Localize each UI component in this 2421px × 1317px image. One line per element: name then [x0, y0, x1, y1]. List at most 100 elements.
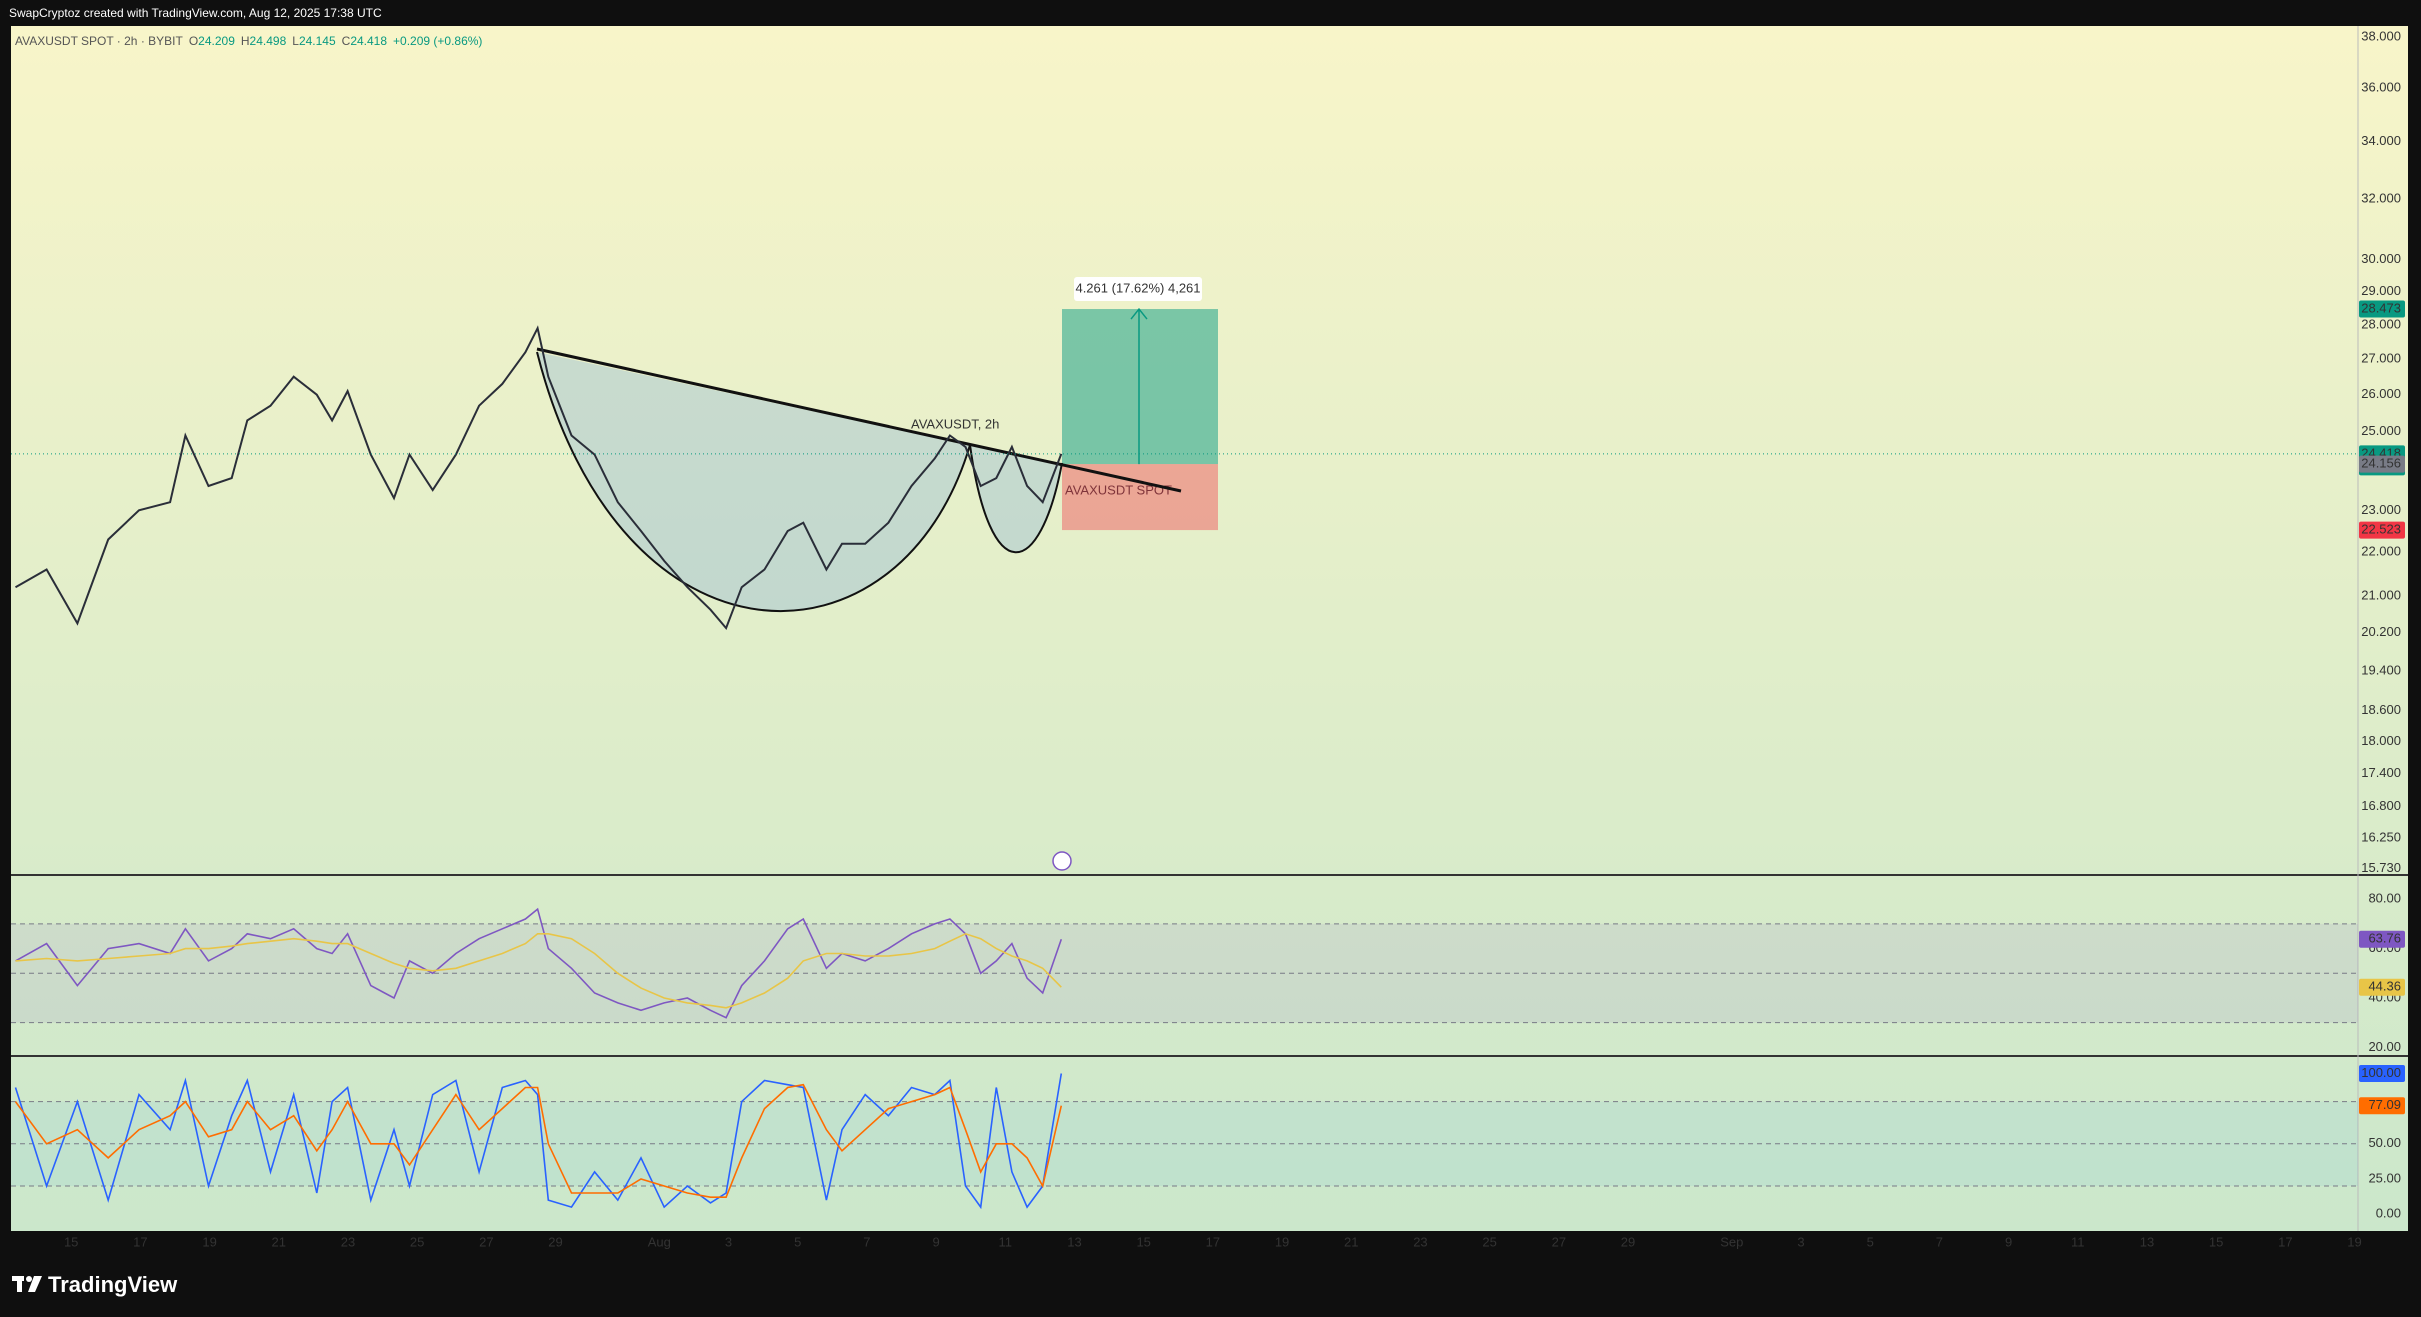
x-tick-label: 5	[1867, 1234, 1874, 1249]
ohlc: L24.145	[292, 34, 335, 48]
last-value: 100.00	[2361, 1065, 2401, 1080]
last-value-box	[2359, 930, 2405, 948]
watermark: AVAXUSDT, 2h	[911, 416, 999, 431]
y-tick-label: 23.000	[2361, 502, 2401, 517]
x-tick-label: 3	[1797, 1234, 1804, 1249]
last-value-box	[2359, 1097, 2405, 1115]
y-tick-label: 29.000	[2361, 283, 2401, 298]
y-tick-label: 25.000	[2361, 423, 2401, 438]
ohlc-label: C	[341, 34, 351, 48]
x-tick-label: 9	[2005, 1234, 2012, 1249]
series-line	[14, 1083, 1063, 1198]
y-tick-label: 26.000	[2361, 386, 2401, 401]
ohlc-label: H	[240, 34, 250, 48]
y-tick-label: 30.000	[2361, 251, 2401, 266]
y-tick-label: 19.400	[2361, 662, 2401, 677]
y-tick-label: 18.000	[2361, 733, 2401, 748]
y-tick-label: 21.000	[2361, 588, 2401, 603]
x-tick-label: 11	[2071, 1234, 2085, 1249]
x-tick-label: 5	[794, 1234, 801, 1249]
x-tick-label: Sep	[1720, 1234, 1743, 1249]
y-tick-label: 27.000	[2361, 351, 2401, 366]
y-tick-label: 16.250	[2361, 829, 2401, 844]
x-tick-label: 11	[999, 1234, 1013, 1249]
y-tick-label: 25.00	[2368, 1170, 2401, 1185]
series-line	[15, 932, 1062, 1009]
x-tick-label: 15	[2209, 1234, 2223, 1249]
ohlc-value: 24.498	[249, 34, 287, 48]
price-label: 28.473	[2361, 300, 2401, 315]
y-tick-label: 28.000	[2361, 316, 2401, 331]
y-tick-label: 80.00	[2368, 891, 2401, 906]
y-tick-label: 22.000	[2361, 544, 2401, 559]
ohlc: C24.418	[342, 34, 387, 48]
x-tick-label: 21	[1344, 1234, 1358, 1249]
last-value-box	[2359, 978, 2405, 996]
credit: SwapCryptoz created with TradingView.com…	[9, 6, 382, 20]
y-tick-label: 15.730	[2361, 860, 2401, 875]
y-tick-label: 0.00	[2376, 1206, 2401, 1221]
stop-zone	[1062, 464, 1218, 531]
x-tick-label: 23	[341, 1234, 355, 1249]
cup	[536, 351, 971, 613]
symbol: AVAXUSDT SPOT · 2h · BYBIT	[15, 34, 183, 48]
ohlc-label: O	[188, 34, 199, 48]
x-tick-label: 19	[1275, 1234, 1289, 1249]
y-tick-label: 16.800	[2361, 798, 2401, 813]
y-tick-label: 38.000	[2361, 28, 2401, 43]
ohlc: O24.209	[189, 34, 235, 48]
x-tick-label: 27	[479, 1234, 493, 1249]
x-tick-label: 17	[1206, 1234, 1220, 1249]
x-tick-label: 29	[548, 1234, 562, 1249]
x-tick-label: 13	[2140, 1234, 2154, 1249]
y-tick-label: 20.00	[2368, 1039, 2401, 1054]
watermark-sub: AVAXUSDT SPOT	[1065, 482, 1172, 497]
price-label-box	[2359, 521, 2405, 539]
brand: TradingView	[48, 1272, 178, 1297]
target-zone	[1062, 309, 1218, 465]
measure-arrow	[1130, 307, 1148, 465]
x-tick-label: 25	[410, 1234, 424, 1249]
x-tick-label: 9	[932, 1234, 939, 1249]
last-value-box	[2359, 1064, 2405, 1082]
series-line	[14, 1073, 1063, 1210]
x-tick-label: 15	[64, 1234, 78, 1249]
price-label-box	[2359, 455, 2405, 473]
measure-label: 4.261 (17.62%) 4,261	[1075, 280, 1200, 295]
trendline	[536, 347, 1182, 493]
last-value: 44.36	[2368, 979, 2401, 994]
x-tick-label: 17	[2278, 1234, 2292, 1249]
x-tick-label: 21	[272, 1234, 286, 1249]
x-tick-label: 7	[1936, 1234, 1943, 1249]
x-tick-label: 3	[725, 1234, 732, 1249]
x-tick-label: 23	[1413, 1234, 1427, 1249]
handle	[969, 444, 1063, 554]
ohlc-label: L	[292, 34, 299, 48]
x-tick-label: 25	[1482, 1234, 1496, 1249]
x-tick-label: 19	[202, 1234, 216, 1249]
x-tick-label: 13	[1067, 1234, 1081, 1249]
y-tick-label: 36.000	[2361, 79, 2401, 94]
x-tick-label: 19	[2347, 1234, 2361, 1249]
event-icon	[1052, 851, 1072, 871]
chart-background	[11, 26, 2408, 1231]
price-label: 24.156	[2361, 456, 2401, 471]
y-tick-label: 20.200	[2361, 624, 2401, 639]
x-tick-label: 15	[1136, 1234, 1150, 1249]
measure-box	[1074, 277, 1202, 301]
last-value: 77.09	[2368, 1097, 2401, 1112]
x-tick-label: 7	[863, 1234, 870, 1249]
ohlc: H24.498	[241, 34, 286, 48]
price-label: 22.523	[2361, 522, 2401, 537]
price-label-box	[2359, 300, 2405, 318]
y-tick-label: 34.000	[2361, 133, 2401, 148]
ohlc-value: 24.209	[198, 34, 235, 48]
series-line	[15, 907, 1063, 1019]
footer-bar	[0, 1255, 2421, 1317]
y-tick-label: 17.400	[2361, 765, 2401, 780]
y-tick-label: 50.00	[2368, 1135, 2401, 1150]
y-tick-label: 18.600	[2361, 702, 2401, 717]
x-tick-label: 29	[1621, 1234, 1635, 1249]
